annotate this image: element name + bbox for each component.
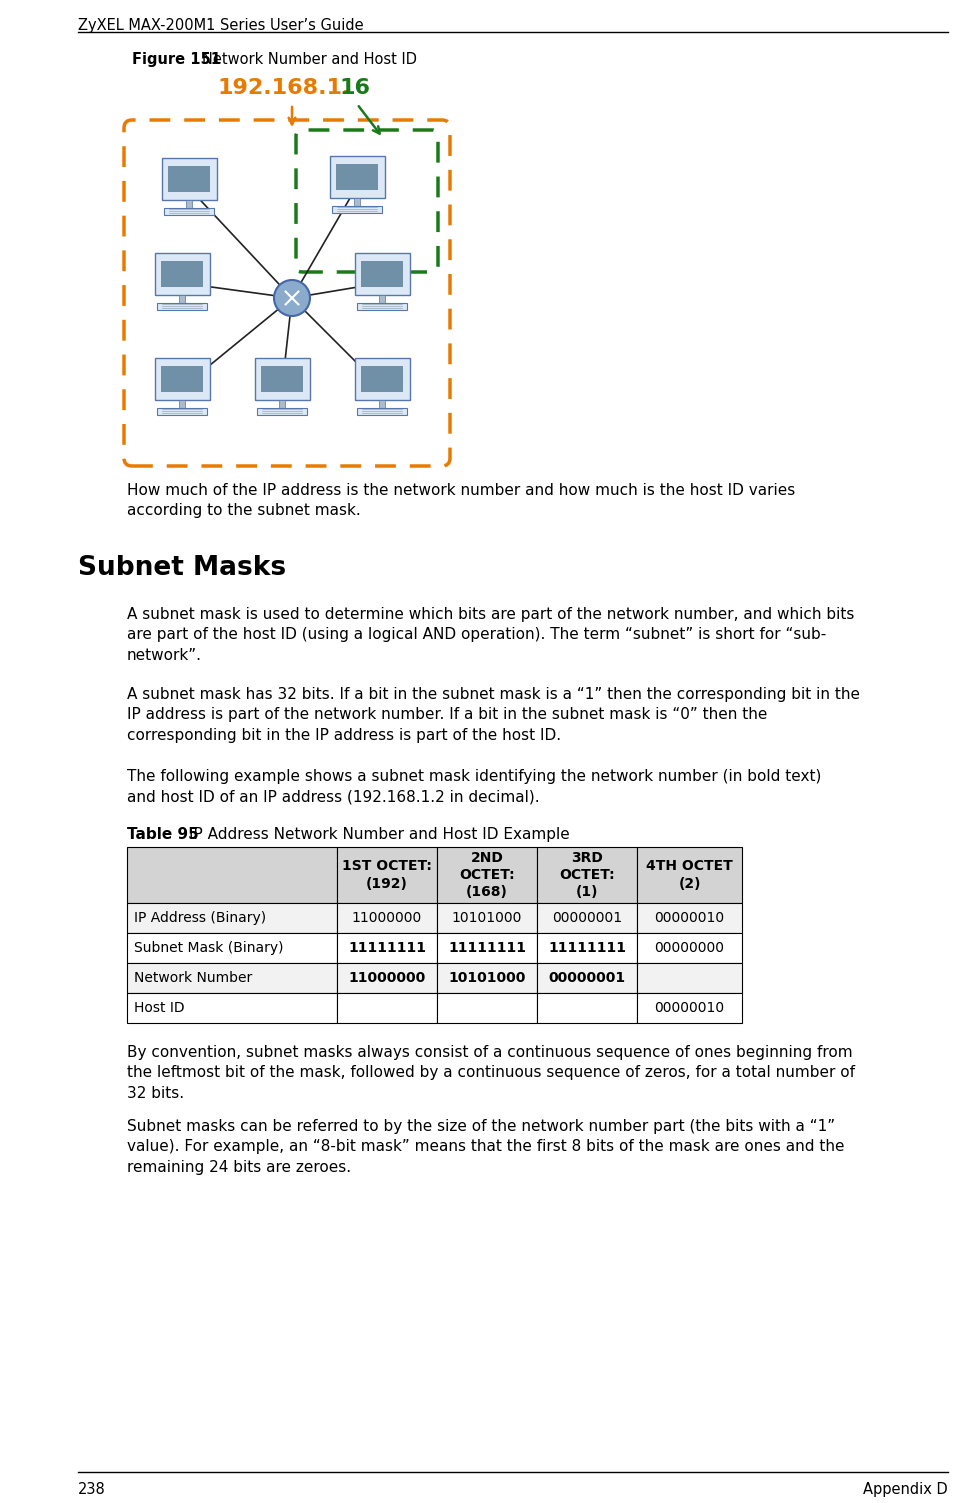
Text: Subnet Mask (Binary): Subnet Mask (Binary): [134, 941, 283, 954]
Text: IP Address (Binary): IP Address (Binary): [134, 911, 266, 924]
Text: 4TH OCTET
(2): 4TH OCTET (2): [646, 860, 732, 891]
Bar: [437, 993, 536, 1024]
Bar: [354, 358, 409, 400]
Bar: [157, 407, 206, 415]
Bar: [337, 993, 437, 1024]
Bar: [254, 358, 309, 400]
Bar: [354, 198, 360, 206]
Bar: [337, 848, 437, 903]
Text: 192.168.1.: 192.168.1.: [217, 78, 350, 98]
Bar: [337, 903, 437, 933]
Text: 11111111: 11111111: [348, 941, 426, 954]
Text: IP Address Network Number and Host ID Example: IP Address Network Number and Host ID Ex…: [189, 827, 570, 842]
Text: 2ND
OCTET:
(168): 2ND OCTET: (168): [459, 851, 514, 899]
Text: 00000001: 00000001: [551, 911, 621, 924]
Bar: [536, 848, 636, 903]
Text: 00000010: 00000010: [654, 911, 724, 924]
Bar: [636, 933, 742, 963]
Bar: [161, 367, 202, 392]
Bar: [161, 262, 202, 287]
Bar: [261, 367, 302, 392]
Bar: [357, 407, 406, 415]
Bar: [361, 262, 403, 287]
Text: A subnet mask is used to determine which bits are part of the network number, an: A subnet mask is used to determine which…: [127, 607, 854, 663]
Bar: [536, 993, 636, 1024]
Text: Host ID: Host ID: [134, 1001, 185, 1015]
Text: Figure 151: Figure 151: [132, 53, 221, 68]
Bar: [437, 963, 536, 993]
Bar: [636, 848, 742, 903]
Bar: [179, 400, 185, 407]
Text: Table 95: Table 95: [127, 827, 198, 842]
Bar: [186, 200, 192, 207]
Bar: [354, 253, 409, 295]
Bar: [357, 302, 406, 310]
Bar: [536, 933, 636, 963]
Text: 16: 16: [339, 78, 369, 98]
Text: Subnet Masks: Subnet Masks: [78, 555, 286, 582]
Text: Network Number and Host ID: Network Number and Host ID: [202, 53, 416, 68]
Bar: [636, 903, 742, 933]
Bar: [329, 156, 384, 198]
Bar: [179, 295, 185, 302]
Bar: [161, 158, 216, 200]
Bar: [157, 302, 206, 310]
Bar: [378, 400, 385, 407]
Bar: [336, 164, 377, 189]
Bar: [361, 367, 403, 392]
Text: Appendix D: Appendix D: [863, 1482, 947, 1497]
Text: 3RD
OCTET:
(1): 3RD OCTET: (1): [559, 851, 615, 899]
Text: The following example shows a subnet mask identifying the network number (in bol: The following example shows a subnet mas…: [127, 770, 821, 804]
Bar: [536, 903, 636, 933]
Bar: [337, 933, 437, 963]
Bar: [337, 963, 437, 993]
Bar: [127, 933, 337, 963]
Bar: [127, 963, 337, 993]
Bar: [332, 206, 381, 213]
Text: Network Number: Network Number: [134, 971, 252, 984]
Bar: [127, 848, 337, 903]
Bar: [636, 993, 742, 1024]
Text: 11111111: 11111111: [447, 941, 526, 954]
Text: 238: 238: [78, 1482, 106, 1497]
Text: By convention, subnet masks always consist of a continuous sequence of ones begi: By convention, subnet masks always consi…: [127, 1045, 854, 1100]
Text: 00000010: 00000010: [654, 1001, 724, 1015]
Text: ZyXEL MAX-200M1 Series User’s Guide: ZyXEL MAX-200M1 Series User’s Guide: [78, 18, 363, 33]
Circle shape: [274, 280, 310, 316]
FancyBboxPatch shape: [124, 120, 449, 466]
Bar: [278, 400, 285, 407]
Bar: [164, 207, 214, 215]
Bar: [437, 933, 536, 963]
Bar: [154, 358, 209, 400]
FancyBboxPatch shape: [296, 129, 438, 272]
Text: 10101000: 10101000: [451, 911, 522, 924]
Text: 11111111: 11111111: [547, 941, 625, 954]
Text: 11000000: 11000000: [348, 971, 425, 984]
Bar: [168, 167, 209, 191]
Bar: [437, 903, 536, 933]
Bar: [257, 407, 307, 415]
Text: 00000001: 00000001: [548, 971, 625, 984]
Text: Subnet masks can be referred to by the size of the network number part (the bits: Subnet masks can be referred to by the s…: [127, 1120, 843, 1175]
Bar: [127, 993, 337, 1024]
Bar: [636, 963, 742, 993]
Bar: [378, 295, 385, 302]
Bar: [437, 848, 536, 903]
Text: 1ST OCTET:
(192): 1ST OCTET: (192): [342, 860, 432, 891]
Text: How much of the IP address is the network number and how much is the host ID var: How much of the IP address is the networ…: [127, 482, 794, 519]
Bar: [127, 903, 337, 933]
Text: 00000000: 00000000: [654, 941, 724, 954]
Text: A subnet mask has 32 bits. If a bit in the subnet mask is a “1” then the corresp: A subnet mask has 32 bits. If a bit in t…: [127, 687, 859, 742]
Text: 10101000: 10101000: [447, 971, 526, 984]
Text: 11000000: 11000000: [352, 911, 422, 924]
Bar: [536, 963, 636, 993]
Bar: [154, 253, 209, 295]
